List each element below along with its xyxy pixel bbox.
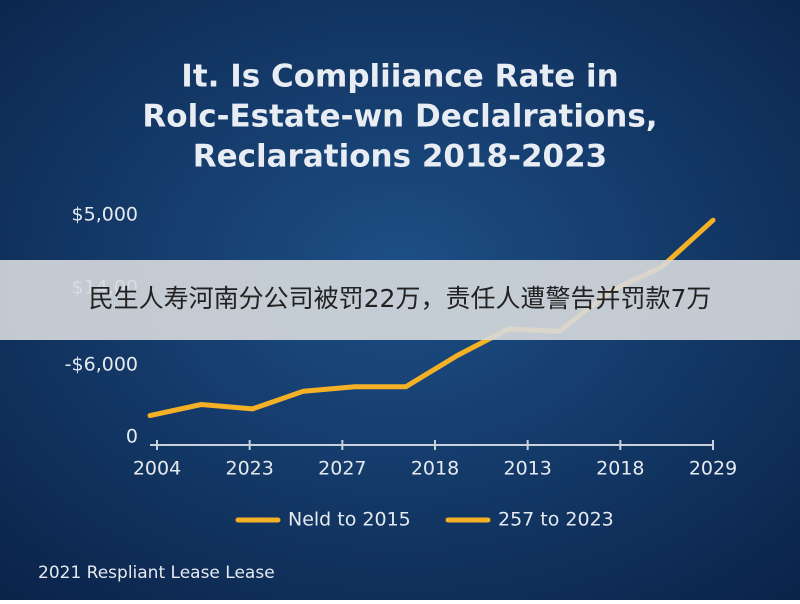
y-axis-annotation: -$6,000 [65, 354, 138, 376]
x-tick-label: 2018 [596, 458, 644, 480]
chart-title: It. Is Compliiance Rate in [181, 59, 618, 95]
legend-label: Neld to 2015 [288, 509, 411, 531]
y-tick-label: 0 [126, 426, 138, 448]
banner-bg [0, 260, 800, 340]
legend-label: 257 to 2023 [498, 509, 614, 531]
x-tick-label: 2023 [225, 458, 273, 480]
x-tick-label: 2029 [689, 458, 737, 480]
x-tick-label: 2027 [318, 458, 366, 480]
x-tick-label: 2004 [133, 458, 181, 480]
y-tick-label: $5,000 [72, 204, 138, 226]
chart-title: Rolc-Estate-wn Declalrations, [142, 99, 657, 135]
chart-title: Reclarations 2018-2023 [193, 139, 608, 175]
banner-text: 民生人寿河南分公司被罚22万，责任人遭警告并罚款7万 [89, 284, 712, 313]
x-tick-label: 2013 [503, 458, 551, 480]
x-tick-label: 2018 [411, 458, 459, 480]
footer: 2021 Respliant Lease Lease [38, 563, 275, 583]
